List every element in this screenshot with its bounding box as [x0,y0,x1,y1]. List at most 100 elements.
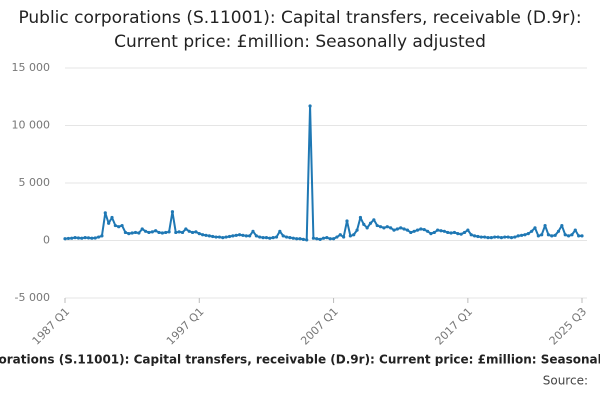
point [143,229,148,233]
point [389,226,393,230]
point [207,234,211,238]
point [288,236,292,240]
point [227,234,232,239]
point [476,234,480,239]
source: Source: [543,374,588,388]
point [80,236,84,240]
point [318,237,322,241]
point [580,234,584,238]
point [177,230,181,234]
point [509,236,514,240]
point [523,233,527,237]
point [311,236,316,240]
y-tick-label: 0 [43,234,50,247]
point [110,215,114,220]
point [217,235,222,239]
point [190,230,195,235]
point [563,233,567,237]
line-series [64,104,582,241]
point [140,227,144,231]
point [274,235,279,239]
point [425,229,430,233]
point [160,231,164,235]
point [130,231,134,235]
point [422,227,426,232]
y-tick-label: 15 000 [12,61,51,74]
point [264,236,269,240]
point [345,219,349,223]
point [466,228,470,232]
point [432,230,436,235]
point [180,230,185,235]
point [211,234,215,239]
point [335,235,339,239]
point [83,236,87,240]
point [295,237,299,241]
point [107,221,111,225]
point [546,233,551,237]
point [405,228,410,232]
point [506,235,510,239]
point [368,221,373,225]
point [164,230,168,235]
point [372,218,376,222]
point [483,235,487,239]
point [284,235,289,239]
point [362,222,366,226]
point [103,211,107,215]
point [117,225,121,229]
point [157,230,161,235]
point [241,233,245,237]
point [472,234,477,238]
point [174,230,178,235]
x-tick-label: 2025 Q3 [547,305,590,348]
point [429,232,433,236]
point [170,210,175,214]
point [251,229,255,233]
point [489,236,493,240]
point [342,235,346,239]
point [449,231,453,235]
point [399,226,403,230]
point [315,237,319,241]
point [281,234,285,238]
point [486,236,490,240]
point [348,234,352,238]
point [63,237,67,241]
point [258,235,262,239]
point [540,233,544,237]
x-tick-label: 1987 Q1 [30,305,73,348]
point [86,236,91,240]
point [147,230,151,235]
point [224,235,228,239]
y-tick-label: 10 000 [12,119,51,132]
point [248,234,252,238]
point [556,229,561,233]
point [167,230,171,234]
point [123,230,128,235]
point [536,234,540,238]
x-tick-label: 2017 Q1 [433,305,476,348]
point [321,236,326,240]
point [402,227,406,231]
point [113,223,117,228]
point [96,235,101,239]
point [93,236,97,240]
y-tick-label: -5 000 [15,291,50,304]
point [462,230,467,235]
point [271,236,275,240]
point [197,232,201,236]
point [291,236,295,240]
point [352,233,356,237]
point [184,227,188,231]
point [459,232,463,236]
point [301,237,305,241]
point [76,236,81,240]
x-tick-label: 1997 Q1 [164,305,207,348]
point [530,229,534,233]
point [570,233,574,237]
point [496,235,500,239]
point [137,231,141,235]
point [519,233,524,237]
